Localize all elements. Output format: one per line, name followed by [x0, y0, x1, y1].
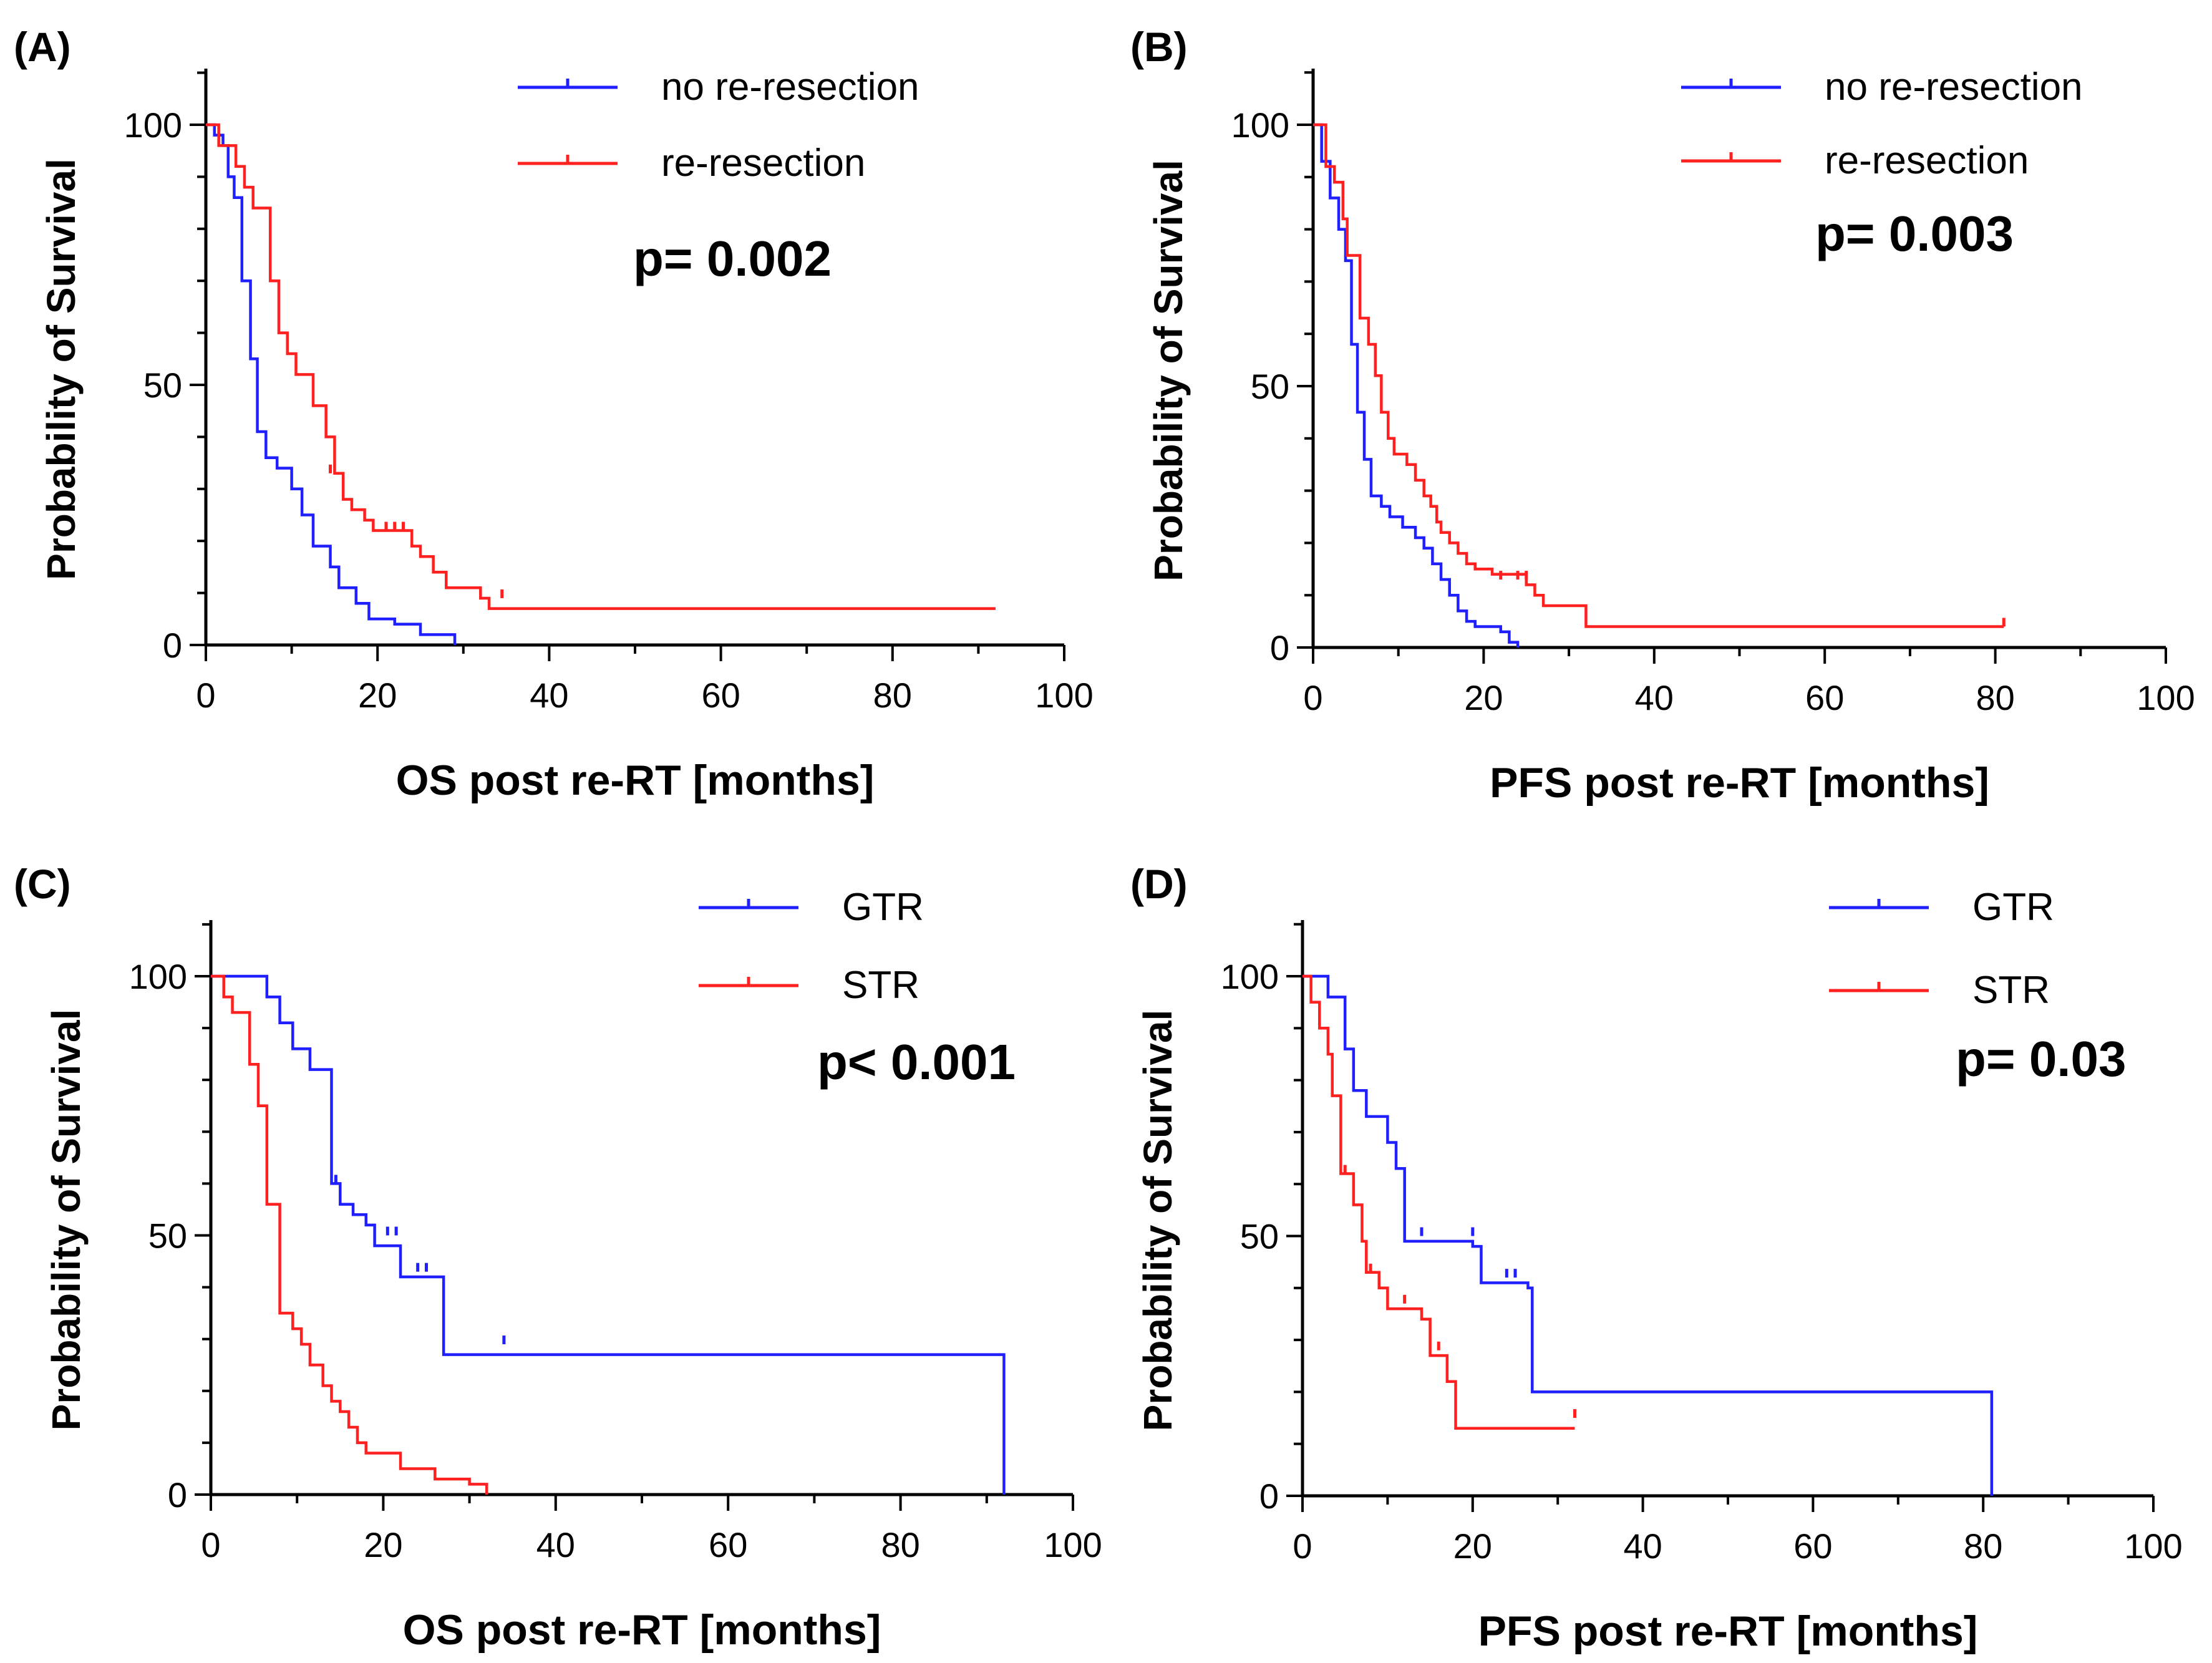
- x-tick-label: 40: [530, 676, 568, 715]
- x-tick-label: 20: [1453, 1526, 1492, 1566]
- x-tick-label: 80: [873, 676, 912, 715]
- panel-label: (B): [1130, 24, 1188, 70]
- y-tick-label: 0: [168, 1475, 187, 1515]
- legend-label: GTR: [842, 886, 924, 929]
- x-tick-label: 40: [1623, 1526, 1662, 1566]
- x-tick-label: 0: [1303, 678, 1322, 717]
- chart-panel-d: 0 50 100 0 20 40 60 80 100 PFS post re-RT [months…: [1130, 861, 2183, 1655]
- legend-label: STR: [842, 964, 919, 1007]
- y-tick-label: 100: [124, 105, 182, 145]
- km-curve-re-resection: [206, 123, 996, 610]
- x-tick-label: 0: [1293, 1526, 1312, 1566]
- x-tick-label: 20: [364, 1525, 402, 1564]
- legend-label: re-resection: [1825, 139, 2029, 182]
- p-value: p= 0.003: [1815, 206, 2014, 261]
- x-tick-label: 20: [358, 676, 397, 715]
- y-tick-label: 0: [1270, 628, 1289, 667]
- x-tick-label: 20: [1464, 678, 1503, 717]
- x-tick-label: 40: [1635, 678, 1674, 717]
- x-axis-title: PFS post re-RT [months]: [1478, 1607, 1978, 1655]
- x-tick-label: 80: [881, 1525, 919, 1564]
- km-curve-re-resection: [1313, 123, 2004, 628]
- x-axis-title: PFS post re-RT [months]: [1490, 759, 1989, 807]
- x-tick-label: 80: [1976, 678, 2014, 717]
- km-curve-str: [1302, 974, 1575, 1430]
- p-value: p< 0.001: [817, 1034, 1016, 1090]
- km-curve-str: [211, 974, 488, 1495]
- y-tick-label: 100: [129, 957, 187, 996]
- y-tick-label: 50: [1240, 1217, 1279, 1256]
- legend-label: re-resection: [661, 142, 865, 185]
- y-tick-label: 100: [1231, 105, 1289, 145]
- y-tick-label: 0: [1259, 1476, 1279, 1516]
- x-tick-label: 60: [709, 1525, 747, 1564]
- panel-label: (D): [1130, 861, 1188, 907]
- panel-label: (A): [14, 24, 71, 70]
- x-tick-label: 80: [1964, 1526, 2002, 1566]
- x-tick-label: 100: [1044, 1525, 1102, 1564]
- x-tick-label: 0: [201, 1525, 220, 1564]
- km-curve-gtr: [211, 974, 1006, 1495]
- legend-label: GTR: [1972, 886, 2054, 929]
- x-axis-title: OS post re-RT [months]: [396, 757, 875, 804]
- y-tick-label: 0: [163, 626, 182, 665]
- y-axis-title: Probability of Survival: [1135, 1010, 1180, 1432]
- x-tick-label: 100: [2137, 678, 2195, 717]
- p-value: p= 0.002: [633, 231, 832, 286]
- y-tick-label: 50: [1251, 367, 1289, 406]
- x-tick-label: 60: [1805, 678, 1844, 717]
- legend-label: no re-resection: [661, 65, 919, 109]
- y-tick-label: 100: [1221, 957, 1279, 996]
- km-curve-gtr: [1302, 974, 1994, 1496]
- legend-label: no re-resection: [1825, 65, 2083, 109]
- y-axis-title: Probability of Survival: [39, 158, 84, 580]
- x-tick-label: 40: [536, 1525, 575, 1564]
- x-tick-label: 100: [2124, 1526, 2182, 1566]
- x-tick-label: 60: [701, 676, 740, 715]
- km-curve-no-re-resection: [1313, 123, 1520, 647]
- y-tick-label: 50: [148, 1216, 187, 1256]
- p-value: p= 0.03: [1956, 1031, 2127, 1087]
- chart-panel-b: 0 50 100 0 20 40 60 80 100 PFS post re-RT [months…: [1130, 24, 2195, 807]
- panel-label: (C): [14, 861, 71, 907]
- x-tick-label: 60: [1793, 1526, 1832, 1566]
- y-axis-title: Probability of Survival: [1146, 160, 1191, 581]
- legend-label: STR: [1972, 969, 2050, 1012]
- y-axis-title: Probability of Survival: [44, 1009, 89, 1431]
- chart-panel-c: 0 50 100 0 20 40 60 80 100 OS post re-RT [months]…: [14, 861, 1102, 1654]
- x-axis-title: OS post re-RT [months]: [403, 1606, 881, 1654]
- x-tick-label: 0: [196, 676, 215, 715]
- km-curve-no-re-resection: [206, 123, 457, 645]
- x-tick-label: 100: [1035, 676, 1093, 715]
- y-tick-label: 50: [143, 366, 182, 405]
- chart-panel-a: 0 50 100 0 20 40 60 80 100 OS post re-RT [months]…: [14, 24, 1094, 804]
